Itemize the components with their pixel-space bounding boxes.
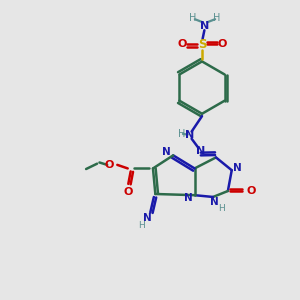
Text: N: N [143,213,152,223]
Text: O: O [218,39,227,49]
Text: H: H [213,13,220,23]
Text: O: O [177,39,187,49]
Text: N: N [210,197,219,207]
Text: N: N [185,130,195,140]
Text: N: N [196,146,205,157]
Text: N: N [200,21,210,31]
Text: O: O [247,186,256,196]
Text: H: H [178,129,185,139]
Text: H: H [189,13,197,23]
Text: H: H [138,221,145,230]
Text: N: N [233,163,242,173]
Text: N: N [162,147,171,157]
Text: S: S [198,38,206,51]
Text: O: O [105,160,114,170]
Text: N: N [184,193,193,203]
Text: H: H [218,204,225,213]
Text: O: O [124,187,133,197]
